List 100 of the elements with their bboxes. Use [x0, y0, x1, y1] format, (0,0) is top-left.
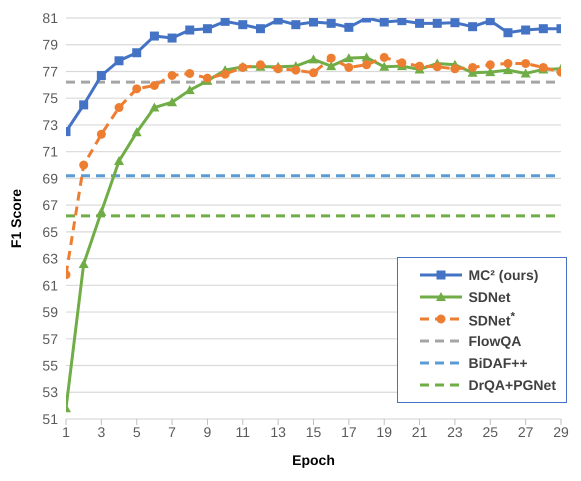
x-tick-label: 21 [412, 424, 428, 440]
point [79, 160, 88, 170]
legend-label: FlowQA [468, 333, 522, 349]
legend-label: SDNet [468, 289, 510, 305]
x-tick-label: 17 [341, 424, 357, 440]
legend-label: MC² (ours) [468, 267, 538, 283]
point [185, 68, 194, 78]
point [291, 66, 300, 75]
legend-label: BiDAF++ [468, 355, 528, 371]
y-tick-label: 69 [42, 170, 58, 186]
y-tick-label: 59 [42, 304, 58, 320]
point [486, 18, 495, 26]
y-tick-label: 53 [42, 384, 58, 400]
point [96, 130, 106, 139]
point [415, 18, 424, 28]
x-tick-label: 13 [270, 424, 286, 440]
point [432, 62, 442, 72]
point [415, 62, 424, 71]
point [326, 61, 336, 70]
point [486, 60, 495, 70]
point [114, 56, 124, 66]
point [79, 100, 88, 110]
point [503, 28, 512, 38]
point [362, 52, 372, 62]
point [521, 58, 530, 68]
point [309, 18, 318, 27]
point [468, 62, 478, 72]
legend-label: SDNet$^{*}$ [468, 310, 516, 328]
x-tick-label: 27 [518, 424, 534, 440]
y-tick-label: 71 [42, 144, 58, 160]
x-tick-label: 23 [447, 424, 463, 440]
point [344, 53, 354, 62]
x-tick-label: 15 [306, 424, 322, 440]
point [150, 81, 159, 90]
point [344, 62, 354, 72]
y-tick-label: 73 [42, 116, 58, 133]
y-tick-label: 63 [42, 250, 58, 267]
y-tick-label: 77 [42, 63, 58, 80]
point [362, 60, 372, 70]
point [468, 22, 478, 32]
point [520, 68, 531, 78]
x-tick-label: 3 [97, 424, 106, 440]
y-tick-label: 57 [42, 330, 58, 347]
point [326, 18, 336, 28]
point [450, 18, 460, 28]
point [379, 62, 390, 71]
point [521, 26, 530, 35]
point [397, 58, 406, 68]
point [308, 54, 318, 64]
point [450, 64, 460, 74]
x-tick-label: 5 [132, 424, 141, 440]
y-tick-label: 61 [42, 277, 58, 294]
point [432, 18, 442, 28]
y-tick-label: 65 [42, 224, 58, 240]
x-tick-label: 25 [482, 424, 498, 440]
point [96, 206, 106, 216]
legend-label: DrQA+PGNet [468, 377, 556, 393]
point [167, 97, 178, 106]
y-axis-title: F1 Score [8, 188, 24, 248]
point [78, 258, 89, 268]
point [220, 70, 230, 79]
point [256, 24, 265, 34]
point [238, 20, 248, 30]
point [96, 70, 106, 80]
x-tick-label: 1 [62, 424, 70, 440]
x-tick-label: 19 [376, 424, 392, 440]
y-tick-label: 67 [42, 197, 58, 214]
point [274, 64, 283, 74]
point [184, 85, 195, 94]
point [132, 84, 142, 94]
x-tick-label: 9 [204, 424, 212, 440]
point [168, 34, 177, 43]
point [132, 127, 142, 136]
y-tick-label: 51 [42, 410, 58, 427]
point [150, 32, 159, 41]
y-tick-label: 55 [42, 358, 58, 374]
point [185, 26, 194, 35]
point [202, 24, 212, 34]
y-tick-label: 75 [42, 90, 58, 106]
point [114, 103, 124, 112]
point [220, 18, 230, 26]
point [114, 156, 124, 166]
point [309, 68, 318, 78]
x-tick-label: 11 [236, 424, 250, 440]
point [326, 54, 336, 63]
point [291, 20, 300, 30]
y-tick-label: 79 [42, 36, 58, 53]
y-tick-label: 81 [42, 10, 58, 26]
x-tick-label: 29 [553, 424, 569, 440]
point [344, 22, 354, 32]
point [168, 70, 177, 80]
point [380, 18, 389, 27]
point [132, 48, 142, 58]
point [149, 102, 160, 112]
point [503, 58, 512, 68]
point [397, 18, 406, 26]
point [380, 52, 389, 62]
x-axis-title: Epoch [292, 452, 335, 468]
x-tick-label: 7 [168, 424, 176, 440]
point [538, 24, 548, 34]
